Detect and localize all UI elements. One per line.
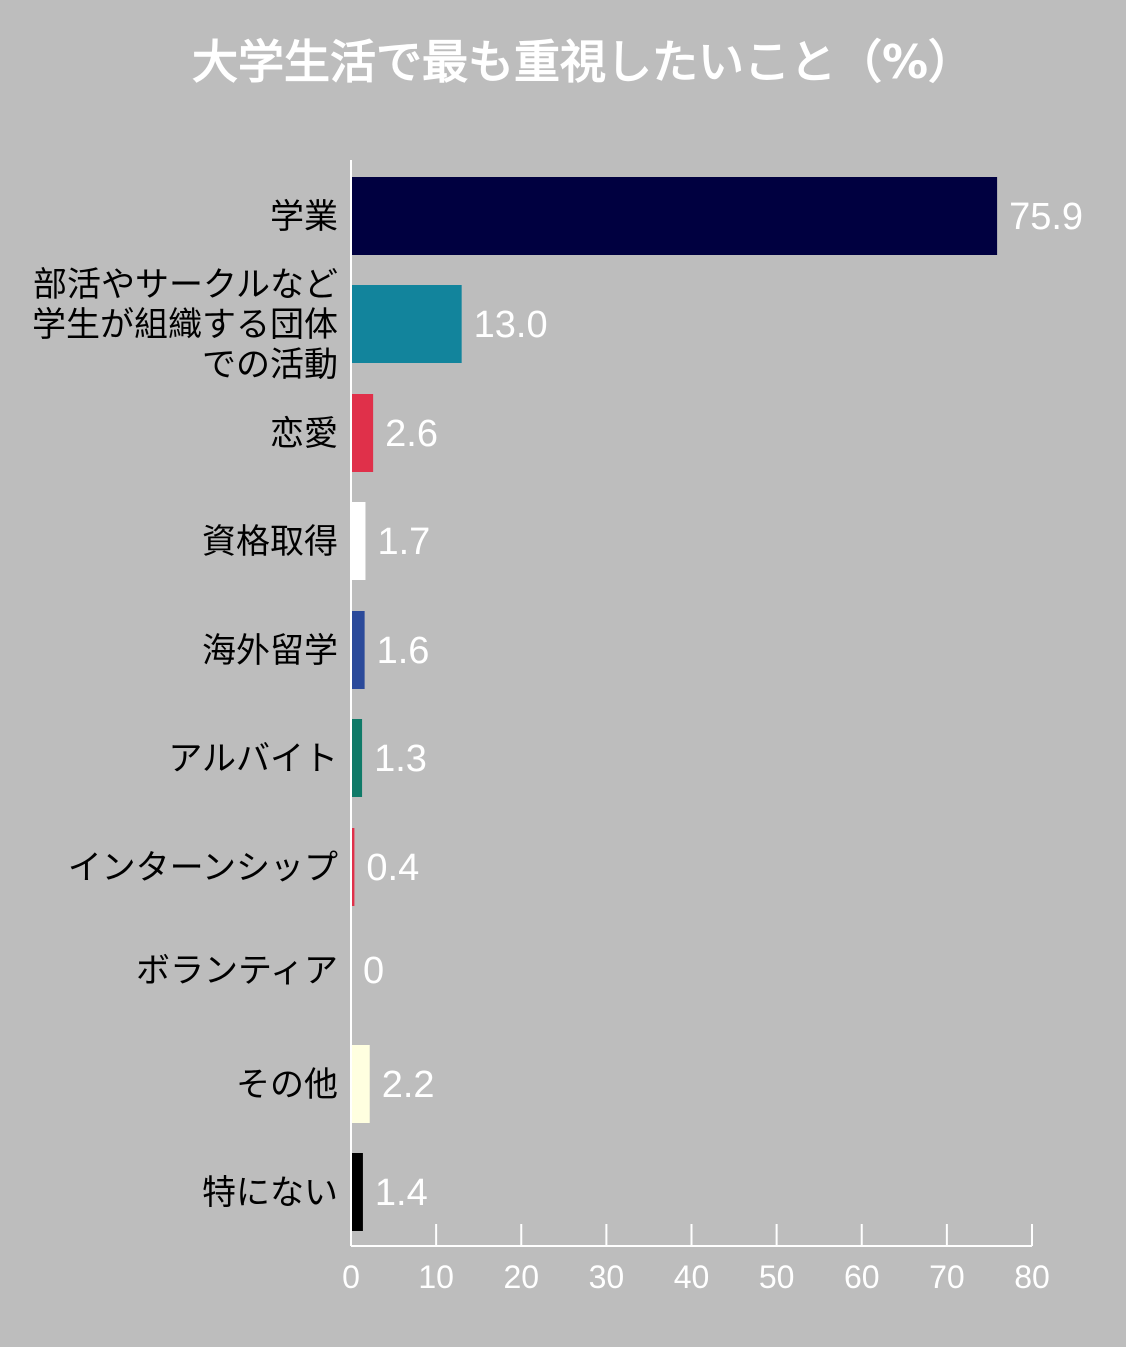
value-label: 0 xyxy=(363,950,384,992)
bar xyxy=(351,502,366,580)
category-label-line: 海外留学 xyxy=(202,631,338,671)
category-label-line: 特にない xyxy=(202,1173,338,1213)
value-label: 1.7 xyxy=(377,521,430,563)
x-tick-label: 70 xyxy=(929,1259,965,1295)
x-tick-label: 0 xyxy=(342,1259,360,1295)
value-label: 2.2 xyxy=(382,1064,435,1106)
bar xyxy=(351,394,374,472)
x-tick-label: 10 xyxy=(418,1259,454,1295)
category-label: その他 xyxy=(236,1065,338,1105)
value-label: 75.9 xyxy=(1009,196,1083,238)
bar xyxy=(351,1153,363,1231)
value-label: 1.6 xyxy=(377,630,430,672)
x-tick-label: 30 xyxy=(589,1259,625,1295)
bar xyxy=(351,719,363,797)
category-label: ボランティア xyxy=(136,951,338,991)
category-label: インターンシップ xyxy=(68,848,338,888)
category-label-line: ボランティア xyxy=(136,951,338,991)
category-label-line: 学生が組織する団体 xyxy=(32,305,338,345)
x-tick-label: 40 xyxy=(674,1259,710,1295)
category-label-line: その他 xyxy=(236,1065,338,1105)
value-label: 2.6 xyxy=(385,413,438,455)
value-label: 13.0 xyxy=(474,304,548,346)
category-label: 恋愛 xyxy=(270,414,338,454)
category-label-line: アルバイト xyxy=(168,739,338,779)
category-label-line: 部活やサークルなど xyxy=(33,265,338,305)
value-label: 0.4 xyxy=(366,847,419,889)
category-label-line: 資格取得 xyxy=(202,522,338,562)
category-label: 特にない xyxy=(202,1173,338,1213)
category-label: アルバイト xyxy=(168,739,338,779)
x-tick-label: 50 xyxy=(759,1259,795,1295)
x-axis: 0 10 20 30 40 50 60 70 80 xyxy=(342,160,1050,1295)
category-label: 資格取得 xyxy=(202,522,338,562)
chart-title: 大学生活で最も重視したいこと（%） xyxy=(192,35,974,89)
bar xyxy=(351,611,365,689)
value-label: 1.3 xyxy=(374,738,427,780)
category-label-line: 学業 xyxy=(270,197,338,237)
bar xyxy=(351,177,998,255)
bars: 75.9 学業 13.0 部活やサークルなど学生が組織する団体での活動 2.6 恋愛 1.7… xyxy=(32,177,1083,1231)
category-label-line: インターンシップ xyxy=(68,848,338,888)
x-tick-label: 80 xyxy=(1014,1259,1050,1295)
bar xyxy=(351,285,462,363)
category-label: 学業 xyxy=(270,197,338,237)
bar xyxy=(351,1045,370,1123)
category-label: 部活やサークルなど学生が組織する団体での活動 xyxy=(32,265,338,385)
category-label-line: 恋愛 xyxy=(270,414,338,454)
bar xyxy=(351,828,355,906)
value-label: 1.4 xyxy=(375,1172,428,1214)
x-tick-label: 20 xyxy=(503,1259,539,1295)
category-label: 海外留学 xyxy=(202,631,338,671)
category-label-line: での活動 xyxy=(202,345,338,385)
x-tick-label: 60 xyxy=(844,1259,880,1295)
